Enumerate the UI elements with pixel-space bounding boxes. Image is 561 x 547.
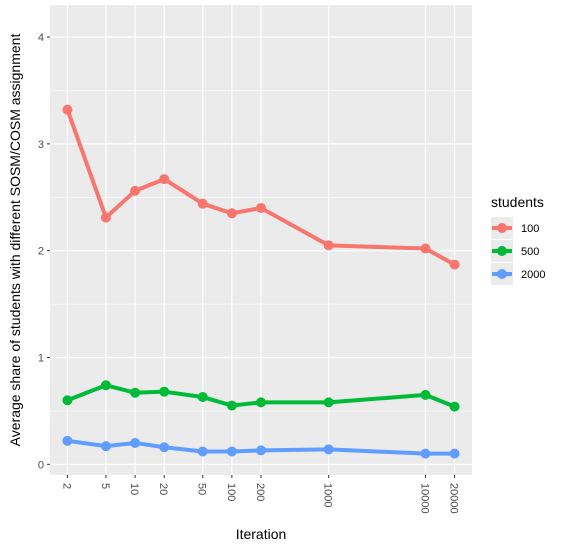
- data-point-2000: [449, 448, 460, 459]
- axes-layer: 0 1 2 3 4 2 5 10 20 50 100 200 1000 10000 20000: [38, 32, 460, 514]
- data-point-100: [197, 198, 208, 209]
- data-point-2000: [256, 445, 266, 456]
- x-tick-label: 10: [128, 483, 140, 495]
- x-tick-label: 50: [196, 483, 208, 495]
- legend-keys: 100 500 2000: [491, 217, 545, 285]
- data-point-500: [197, 392, 208, 403]
- data-point-100: [62, 104, 73, 115]
- data-point-100: [159, 174, 170, 185]
- x-tick-label: 10000: [418, 483, 430, 514]
- data-point-2000: [100, 441, 111, 452]
- series-line-2000: [67, 438, 455, 456]
- data-point-500: [62, 395, 73, 406]
- data-point-500: [256, 397, 266, 408]
- data-point-500: [159, 386, 170, 397]
- y-tick-label: 1: [38, 353, 44, 365]
- data-point-100: [226, 208, 237, 219]
- data-point-100: [130, 185, 141, 196]
- data-point-2000: [197, 446, 208, 457]
- data-point-100: [420, 243, 431, 254]
- data-point-2000: [159, 442, 170, 453]
- legend-key-point: [497, 269, 507, 279]
- legend-key-point: [497, 246, 507, 256]
- legend-key-point: [497, 223, 507, 233]
- series-layer: [62, 104, 460, 459]
- data-point-2000: [226, 446, 237, 457]
- data-point-100: [323, 240, 334, 251]
- series-line-100: [65, 109, 456, 267]
- legend-label: 2000: [521, 269, 545, 281]
- data-point-100: [100, 212, 111, 223]
- x-tick-label: 200: [254, 483, 266, 501]
- legend-label: 500: [521, 246, 539, 258]
- series-line-500: [66, 383, 456, 409]
- x-tick-label: 20: [157, 483, 169, 495]
- data-point-2000: [130, 437, 141, 448]
- data-point-500: [130, 387, 141, 398]
- legend: students 100 500 2000: [491, 194, 545, 285]
- x-axis-title: Iteration: [236, 526, 287, 542]
- legend-title: students: [491, 194, 544, 210]
- data-point-500: [100, 380, 111, 391]
- data-point-500: [323, 397, 334, 408]
- data-point-100: [256, 202, 266, 213]
- y-tick-label: 0: [38, 459, 44, 471]
- legend-label: 100: [521, 223, 539, 235]
- y-axis-title: Average share of students with different…: [7, 34, 23, 447]
- data-point-100: [449, 259, 460, 270]
- data-point-500: [449, 401, 460, 412]
- x-tick-label: 5: [99, 483, 111, 489]
- y-tick-label: 4: [38, 32, 44, 44]
- y-tick-label: 3: [38, 139, 44, 151]
- data-point-2000: [420, 448, 431, 459]
- y-tick-label: 2: [38, 246, 44, 258]
- data-point-2000: [323, 444, 334, 455]
- x-tick-label: 100: [225, 483, 237, 501]
- data-point-500: [420, 389, 431, 400]
- x-tick-label: 20000: [448, 483, 460, 514]
- data-point-2000: [62, 435, 73, 446]
- x-tick-label: 1000: [322, 483, 334, 507]
- x-tick-label: 2: [60, 483, 72, 489]
- data-point-500: [226, 400, 237, 411]
